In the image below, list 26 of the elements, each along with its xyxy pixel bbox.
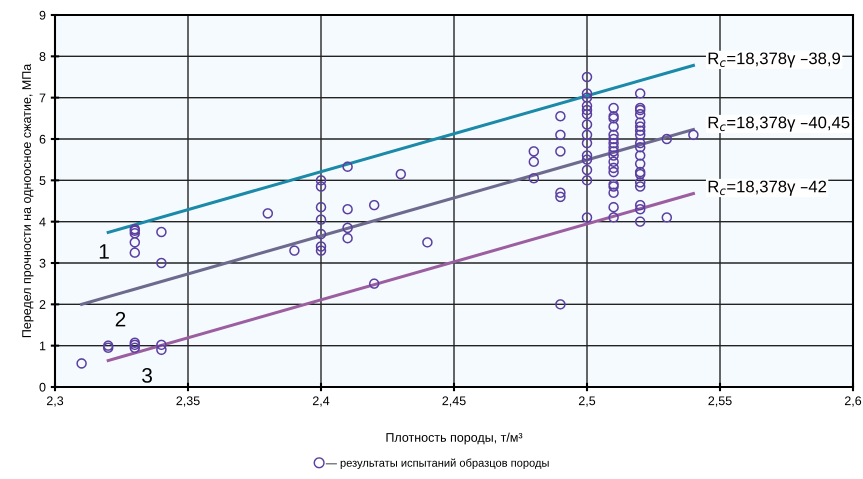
y-tick-label: 9	[40, 10, 46, 20]
annotation: 3	[142, 368, 152, 383]
x-tick-label: 2,35	[176, 396, 200, 407]
y-tick-label: 7	[40, 94, 46, 102]
annotation: R$_{c}$=18,378γ –40,45	[708, 116, 850, 132]
y-tick-label: 8	[40, 52, 46, 61]
y-tick-label: 5	[40, 176, 46, 185]
x-tick-label: 2,6	[844, 396, 862, 407]
x-tick-label: 2,45	[442, 396, 466, 407]
x-axis-title: Плотность породы, т/м³	[386, 432, 522, 444]
x-tick-label: 2,4	[312, 396, 330, 407]
y-tick-label: 0	[40, 382, 46, 392]
y-tick-label: 6	[40, 134, 46, 144]
x-tick-label: 2,5	[578, 396, 596, 407]
annotation: R$_{c}$=18,378γ –42	[708, 180, 826, 196]
y-tick-label: 4	[39, 218, 46, 226]
legend-label: — результаты испытаний образцов породы	[326, 458, 549, 469]
y-axis-title: Передел прочности на одноосное сжатие, МПа	[22, 64, 34, 338]
x-tick-label: 2,55	[708, 396, 732, 407]
annotation: 2	[116, 312, 126, 326]
y-tick-label: 3	[40, 258, 46, 268]
x-tick-label: 2,3	[46, 396, 64, 407]
y-tick-label: 2	[40, 300, 46, 309]
annotation: R$_{c}$=18,378γ –38,9	[708, 52, 840, 68]
annotation: 1	[100, 244, 109, 259]
y-tick-label: 1	[40, 342, 46, 350]
